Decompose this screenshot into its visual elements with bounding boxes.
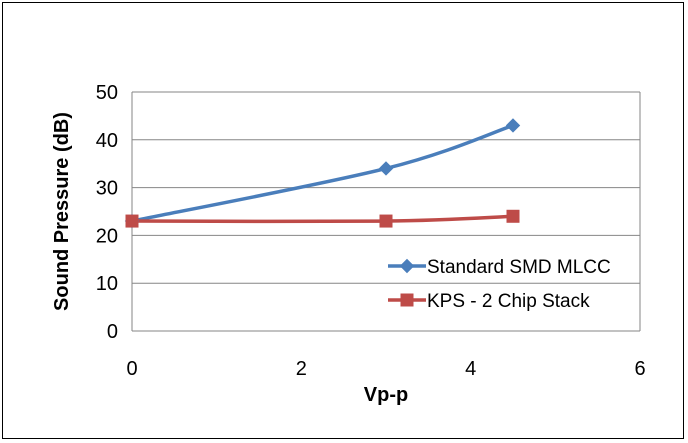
data-point-s1-1 <box>379 214 393 228</box>
series-line-1 <box>131 214 514 224</box>
y-tick-label-50: 50 <box>96 82 118 104</box>
legend-marker-0 <box>399 258 415 274</box>
x-tick-label-0: 0 <box>126 358 137 380</box>
y-tick-label-30: 30 <box>96 178 118 200</box>
x-tick-label-6: 6 <box>634 358 645 380</box>
series-markers <box>124 118 521 229</box>
legend-marker-1 <box>400 293 414 307</box>
axes <box>131 92 641 332</box>
y-tick-label-40: 40 <box>96 130 118 152</box>
grid-lines <box>132 91 640 284</box>
data-point-s1-0 <box>125 214 139 228</box>
y-tick-label-10: 10 <box>96 273 118 295</box>
legend-label-0: Standard SMD MLCC <box>427 257 611 278</box>
legend-label-1: KPS - 2 Chip Stack <box>427 291 590 312</box>
x-axis-title: Vp-p <box>364 384 408 406</box>
tick-labels: 0 10 20 30 40 50 0 2 4 6 <box>96 82 646 380</box>
series-lines <box>131 123 514 224</box>
series-line-0 <box>131 123 514 223</box>
legend: Standard SMD MLCC KPS - 2 Chip Stack <box>388 257 611 312</box>
y-tick-label-20: 20 <box>96 225 118 247</box>
data-point-s0-2 <box>505 118 521 133</box>
y-tick-label-0: 0 <box>107 321 118 343</box>
data-point-s1-2 <box>506 209 520 223</box>
y-axis-title: Sound Pressure (dB) <box>51 112 73 311</box>
x-tick-label-4: 4 <box>465 358 476 380</box>
data-point-s0-1 <box>378 161 394 176</box>
x-tick-label-2: 2 <box>296 358 307 380</box>
